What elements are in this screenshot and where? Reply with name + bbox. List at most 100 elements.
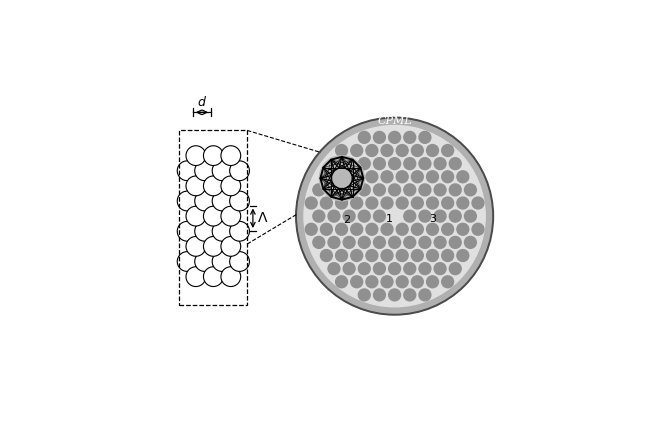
Circle shape	[358, 289, 370, 301]
Circle shape	[230, 161, 249, 181]
Circle shape	[336, 223, 348, 235]
Circle shape	[328, 210, 340, 222]
Circle shape	[328, 184, 340, 196]
Circle shape	[366, 223, 378, 235]
Circle shape	[449, 158, 461, 169]
Circle shape	[212, 161, 232, 181]
Circle shape	[381, 171, 393, 183]
Circle shape	[351, 223, 363, 235]
Circle shape	[230, 191, 249, 211]
Circle shape	[472, 197, 484, 209]
Circle shape	[404, 263, 416, 275]
Circle shape	[305, 197, 317, 209]
Circle shape	[195, 221, 214, 241]
Circle shape	[351, 171, 363, 183]
Circle shape	[230, 221, 249, 241]
Circle shape	[358, 210, 370, 222]
Circle shape	[221, 146, 241, 166]
Circle shape	[411, 171, 423, 183]
Circle shape	[204, 206, 223, 226]
Circle shape	[411, 145, 423, 156]
Circle shape	[442, 223, 454, 235]
Circle shape	[351, 276, 363, 288]
Circle shape	[404, 184, 416, 196]
Circle shape	[404, 131, 416, 143]
Circle shape	[434, 263, 446, 275]
Circle shape	[381, 223, 393, 235]
Circle shape	[177, 191, 197, 211]
Circle shape	[442, 197, 454, 209]
Circle shape	[396, 276, 408, 288]
Circle shape	[419, 184, 431, 196]
Text: 1: 1	[386, 214, 393, 224]
Circle shape	[457, 250, 469, 262]
Circle shape	[358, 263, 370, 275]
Circle shape	[221, 267, 241, 286]
Circle shape	[336, 250, 348, 262]
Circle shape	[381, 197, 393, 209]
Circle shape	[404, 210, 416, 222]
Circle shape	[419, 289, 431, 301]
Text: $d$: $d$	[197, 95, 207, 110]
Circle shape	[396, 145, 408, 156]
Circle shape	[230, 252, 249, 271]
Circle shape	[472, 223, 484, 235]
Circle shape	[404, 236, 416, 248]
Circle shape	[186, 237, 206, 256]
Circle shape	[464, 236, 477, 248]
Circle shape	[381, 250, 393, 262]
Circle shape	[366, 250, 378, 262]
Circle shape	[464, 210, 477, 222]
Circle shape	[204, 267, 223, 286]
Circle shape	[358, 236, 370, 248]
Circle shape	[221, 237, 241, 256]
Circle shape	[221, 176, 241, 196]
Circle shape	[195, 252, 214, 271]
Circle shape	[419, 158, 431, 169]
Circle shape	[204, 237, 223, 256]
Circle shape	[389, 263, 400, 275]
Circle shape	[434, 210, 446, 222]
Circle shape	[320, 156, 365, 201]
Circle shape	[389, 131, 400, 143]
Circle shape	[442, 250, 454, 262]
Circle shape	[404, 289, 416, 301]
Circle shape	[434, 158, 446, 169]
Circle shape	[186, 267, 206, 286]
Circle shape	[374, 289, 385, 301]
Circle shape	[336, 145, 348, 156]
Circle shape	[411, 197, 423, 209]
Circle shape	[457, 171, 469, 183]
Circle shape	[396, 250, 408, 262]
Circle shape	[177, 161, 197, 181]
Circle shape	[464, 184, 477, 196]
Circle shape	[426, 171, 438, 183]
Circle shape	[195, 191, 214, 211]
Circle shape	[426, 276, 438, 288]
Circle shape	[426, 223, 438, 235]
Circle shape	[374, 184, 385, 196]
Circle shape	[328, 263, 340, 275]
Circle shape	[328, 158, 340, 169]
Circle shape	[221, 206, 241, 226]
Circle shape	[374, 131, 385, 143]
Circle shape	[457, 223, 469, 235]
Text: 2: 2	[343, 215, 350, 225]
Circle shape	[351, 197, 363, 209]
Circle shape	[366, 197, 378, 209]
Circle shape	[186, 176, 206, 196]
Circle shape	[343, 236, 355, 248]
Circle shape	[298, 119, 492, 313]
Circle shape	[343, 210, 355, 222]
Circle shape	[434, 236, 446, 248]
Circle shape	[336, 171, 348, 183]
Circle shape	[426, 197, 438, 209]
Circle shape	[358, 184, 370, 196]
Circle shape	[343, 184, 355, 196]
Circle shape	[374, 236, 385, 248]
Circle shape	[426, 145, 438, 156]
Circle shape	[320, 250, 332, 262]
Circle shape	[304, 125, 485, 307]
Circle shape	[320, 197, 332, 209]
Circle shape	[305, 223, 317, 235]
